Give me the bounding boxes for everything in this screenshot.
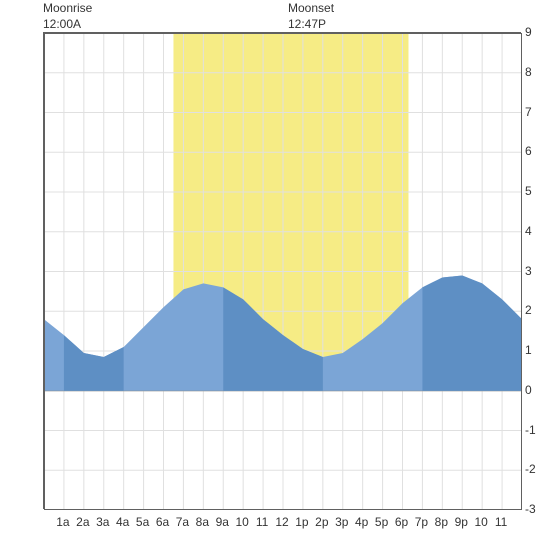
x-tick-label: 6p (392, 515, 412, 529)
y-tick-label: 1 (525, 343, 545, 357)
moonset-text: Moonset (288, 1, 334, 15)
moonset-time: 12:47P (288, 17, 326, 31)
moonrise-text: Moonrise (43, 1, 92, 15)
chart-svg (44, 33, 522, 510)
x-tick-label: 2p (312, 515, 332, 529)
x-tick-label: 3p (332, 515, 352, 529)
y-tick-label: 8 (525, 65, 545, 79)
moonrise-time: 12:00A (43, 17, 81, 31)
x-tick-label: 10 (471, 515, 491, 529)
moonset-label: Moonset 12:47P (288, 1, 334, 32)
x-tick-label: 12 (272, 515, 292, 529)
moonrise-label: Moonrise 12:00A (43, 1, 92, 32)
x-tick-label: 5p (372, 515, 392, 529)
x-tick-label: 11 (252, 515, 272, 529)
x-tick-label: 1a (53, 515, 73, 529)
x-tick-label: 4a (113, 515, 133, 529)
x-tick-label: 9p (451, 515, 471, 529)
y-tick-label: -1 (525, 423, 545, 437)
y-tick-label: 5 (525, 184, 545, 198)
y-tick-label: 0 (525, 383, 545, 397)
x-tick-label: 8p (431, 515, 451, 529)
x-tick-label: 1p (292, 515, 312, 529)
y-tick-label: 7 (525, 105, 545, 119)
x-tick-label: 8a (192, 515, 212, 529)
y-tick-label: 9 (525, 25, 545, 39)
x-tick-label: 10 (232, 515, 252, 529)
tide-chart (43, 32, 521, 509)
x-tick-label: 5a (133, 515, 153, 529)
x-tick-label: 2a (73, 515, 93, 529)
y-tick-label: -3 (525, 502, 545, 516)
x-tick-label: 3a (93, 515, 113, 529)
y-tick-label: -2 (525, 462, 545, 476)
x-tick-label: 4p (352, 515, 372, 529)
x-tick-label: 9a (212, 515, 232, 529)
y-tick-label: 4 (525, 224, 545, 238)
x-tick-label: 11 (491, 515, 511, 529)
y-tick-label: 3 (525, 264, 545, 278)
y-tick-label: 6 (525, 144, 545, 158)
x-tick-label: 7p (411, 515, 431, 529)
x-tick-label: 7a (172, 515, 192, 529)
x-tick-label: 6a (153, 515, 173, 529)
y-tick-label: 2 (525, 303, 545, 317)
